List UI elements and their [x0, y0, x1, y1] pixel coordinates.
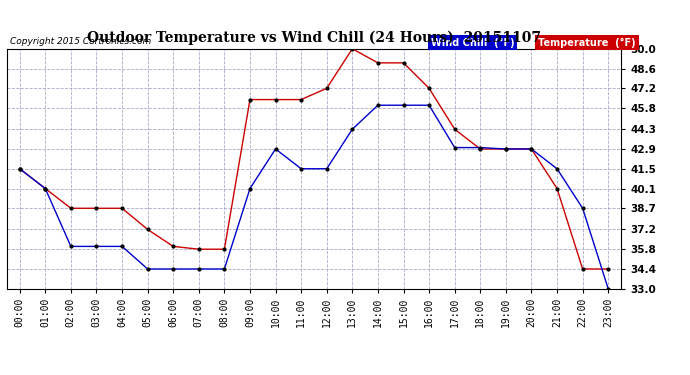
Text: Temperature  (°F): Temperature (°F) [538, 38, 635, 48]
Text: Wind Chill  (°F): Wind Chill (°F) [431, 38, 514, 48]
Title: Outdoor Temperature vs Wind Chill (24 Hours)  20151107: Outdoor Temperature vs Wind Chill (24 Ho… [87, 30, 541, 45]
Text: Copyright 2015 Cartronics.com: Copyright 2015 Cartronics.com [10, 38, 151, 46]
